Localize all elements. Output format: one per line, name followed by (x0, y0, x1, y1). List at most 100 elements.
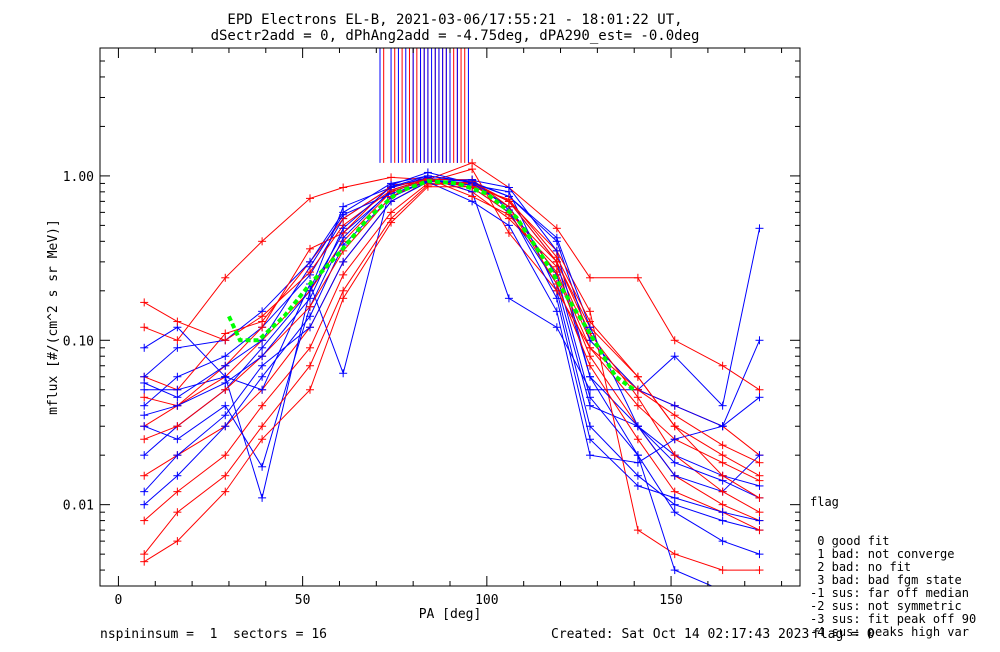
blue-series-point (670, 458, 679, 467)
red-series-point (670, 336, 679, 345)
flag-legend-item: -3 sus: fit peak off 90 (810, 612, 977, 626)
red-series-point (718, 441, 727, 450)
blue-series-point (755, 451, 764, 460)
red-series-point (633, 393, 642, 402)
red-series-line (143, 180, 760, 522)
blue-series-point (670, 508, 679, 517)
blue-series-point (140, 500, 149, 509)
blue-series-point (718, 516, 727, 525)
red-series-point (339, 286, 348, 295)
red-series-point (173, 317, 182, 326)
blue-series-point (173, 435, 182, 444)
blue-series-point (633, 471, 642, 480)
blue-series-point (670, 500, 679, 509)
blue-series-point (258, 352, 267, 361)
y-tick-label: 1.00 (63, 170, 94, 185)
red-series-point (504, 195, 513, 204)
red-series-point (755, 385, 764, 394)
red-series-point (221, 451, 230, 460)
blue-series-point (504, 183, 513, 192)
blue-series-line (143, 179, 760, 555)
red-series-point (258, 237, 267, 246)
red-series-point (718, 487, 727, 496)
red-series-point (387, 173, 396, 182)
red-series-point (633, 435, 642, 444)
blue-series-point (306, 323, 314, 332)
blue-series-point (173, 401, 182, 410)
red-series-point (586, 343, 594, 352)
blue-series-point (339, 210, 348, 219)
red-series-point (221, 385, 230, 394)
blue-series-point (140, 343, 149, 352)
red-series-point (586, 307, 594, 316)
blue-series-line (143, 179, 760, 522)
blue-series-point (633, 422, 642, 431)
red-series-point (755, 476, 764, 485)
red-series-point (306, 361, 314, 370)
y-tick-label: 0.01 (63, 499, 94, 514)
series-layer (140, 48, 764, 595)
red-series-point (586, 361, 594, 370)
blue-series-point (140, 422, 149, 431)
flag-legend-item: 0 good fit (810, 534, 890, 548)
blue-series-point (258, 343, 267, 352)
blue-series-point (173, 451, 182, 460)
blue-series-point (387, 182, 396, 191)
blue-series-point (306, 294, 314, 303)
blue-series-point (755, 550, 764, 559)
red-series-point (718, 566, 727, 575)
blue-series-point (755, 224, 764, 233)
red-series-point (258, 401, 267, 410)
blue-series-line (143, 175, 760, 427)
blue-series-point (719, 587, 727, 595)
red-series-point (552, 253, 561, 262)
blue-series-point (221, 378, 230, 387)
red-series-point (140, 323, 149, 332)
blue-series-point (586, 372, 594, 381)
red-series-point (306, 343, 314, 352)
blue-series-point (258, 493, 267, 502)
red-series-point (504, 228, 513, 237)
red-series-point (552, 268, 561, 277)
red-series-point (755, 458, 764, 467)
chart-title-line2: dSectr2add = 0, dPhAng2add = -4.75deg, d… (211, 28, 700, 44)
red-series-point (173, 487, 182, 496)
blue-series-point (586, 401, 594, 410)
blue-series-point (504, 221, 513, 230)
blue-series-point (173, 393, 182, 402)
red-series-point (173, 537, 182, 546)
blue-series-point (718, 422, 727, 431)
flag-legend-item: 2 bad: no fit (810, 560, 912, 574)
red-series-point (258, 323, 267, 332)
blue-series-point (670, 493, 679, 502)
blue-series-point (586, 435, 594, 444)
blue-series-point (258, 385, 267, 394)
red-series-point (221, 487, 230, 496)
blue-series-point (755, 516, 764, 525)
blue-series-point (586, 385, 594, 394)
red-series-point (670, 550, 679, 559)
blue-series-point (173, 343, 182, 352)
blue-series-point (221, 352, 230, 361)
blue-series-point (221, 401, 230, 410)
blue-series-point (633, 481, 642, 490)
blue-series-point (339, 202, 348, 211)
blue-series-point (670, 471, 679, 480)
red-series-point (140, 298, 149, 307)
flag-legend-title: flag (810, 495, 839, 509)
blue-series-point (339, 257, 348, 266)
footer-created: Created: Sat Oct 14 02:17:43 2023 (551, 627, 810, 642)
red-series-point (718, 458, 727, 467)
blue-series-point (633, 458, 642, 467)
red-series-line (143, 178, 760, 464)
red-series-point (140, 557, 149, 566)
x-tick-label: 100 (475, 593, 498, 608)
flag-legend: flag 0 good fit 1 bad: not converge 2 ba… (810, 470, 976, 652)
red-series-point (755, 508, 764, 517)
red-series-point (387, 218, 396, 227)
chart-title-line1: EPD Electrons EL-B, 2021-03-06/17:55:21 … (227, 12, 682, 28)
red-series-line (143, 181, 760, 555)
blue-series-point (586, 393, 594, 402)
flag-legend-item: -4 sus: peaks high var (810, 625, 969, 639)
